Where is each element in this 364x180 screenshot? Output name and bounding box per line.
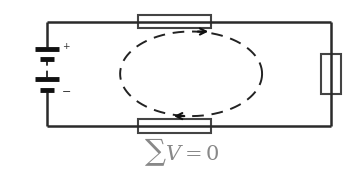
Bar <box>321 54 341 94</box>
Bar <box>138 15 211 28</box>
Text: +: + <box>62 42 70 51</box>
Bar <box>138 119 211 133</box>
Text: $\sum V = 0$: $\sum V = 0$ <box>144 136 220 168</box>
Text: −: − <box>62 87 72 97</box>
